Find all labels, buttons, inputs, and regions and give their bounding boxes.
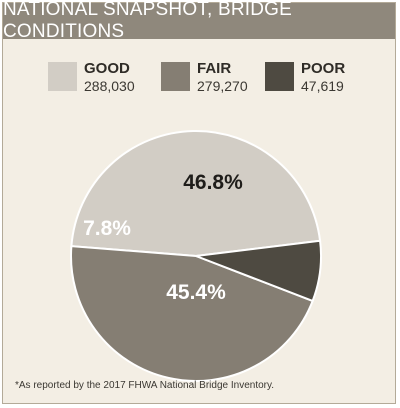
chart-title: NATIONAL SNAPSHOT, BRIDGE CONDITIONS [3, 0, 395, 42]
pie-chart: 46.8% 45.4% 7.8% [70, 130, 322, 382]
pie-slice-good [70, 130, 322, 258]
legend-label-poor: POOR [301, 60, 346, 77]
slice-label-fair: 45.4% [166, 281, 226, 304]
slice-label-good: 46.8% [183, 171, 243, 194]
legend-count-poor: 47,619 [301, 78, 344, 94]
pie-slice-poor [195, 239, 322, 303]
legend-count-good: 288,030 [84, 78, 135, 94]
legend-swatch-good [48, 62, 77, 91]
footnote: *As reported by the 2017 FHWA National B… [15, 380, 275, 391]
legend-label-good: GOOD [84, 60, 130, 77]
legend-count-fair: 279,270 [197, 78, 248, 94]
legend: GOOD 288,030 FAIR 279,270 POOR 47,619 [3, 59, 395, 99]
legend-swatch-fair [161, 62, 190, 91]
pie-slice-fair [70, 245, 314, 382]
infographic-panel: NATIONAL SNAPSHOT, BRIDGE CONDITIONS GOO… [2, 0, 396, 404]
slice-label-poor: 7.8% [83, 217, 131, 240]
legend-swatch-poor [265, 62, 294, 91]
legend-label-fair: FAIR [197, 60, 232, 77]
